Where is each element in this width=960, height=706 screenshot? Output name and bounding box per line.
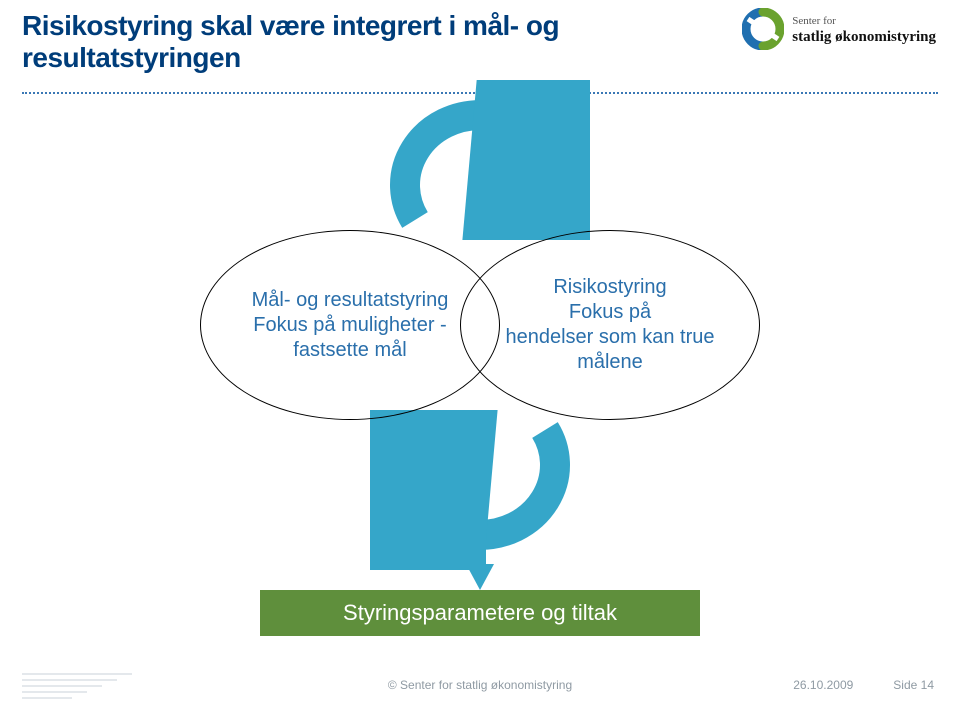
org-logo: Senter for statlig økonomistyring [742, 8, 936, 50]
ellipse-left-text: Mål- og resultatstyring Fokus på mulighe… [252, 288, 449, 363]
cycle-arrow-top-icon [370, 80, 590, 240]
footer-right: 26.10.2009 Side 14 [793, 678, 934, 692]
ellipse-left-line1: Mål- og resultatstyring [252, 288, 449, 313]
slide: Risikostyring skal være integrert i mål-… [0, 0, 960, 706]
result-box: Styringsparametere og tiltak [260, 590, 700, 636]
ellipse-risiko: Risikostyring Fokus på hendelser som kan… [460, 230, 760, 420]
ellipse-right-line1: Risikostyring [481, 275, 739, 300]
logo-text: Senter for statlig økonomistyring [792, 12, 936, 46]
logo-line1: Senter for [792, 15, 836, 27]
ellipse-right-text: Risikostyring Fokus på hendelser som kan… [481, 275, 739, 375]
down-arrow-icon [466, 518, 494, 590]
ellipse-left-line3: fastsette mål [252, 338, 449, 363]
ellipse-mal-resultat: Mål- og resultatstyring Fokus på mulighe… [200, 230, 500, 420]
footer-date: 26.10.2009 [793, 678, 853, 692]
ellipse-right-line2: Fokus på [481, 300, 739, 325]
diagram: Mål- og resultatstyring Fokus på mulighe… [0, 100, 960, 570]
ellipse-right-line3: hendelser som kan true målene [481, 325, 739, 375]
ellipse-left-line2: Fokus på muligheter - [252, 313, 449, 338]
result-box-label: Styringsparametere og tiltak [343, 600, 617, 626]
logo-mark-icon [742, 8, 784, 50]
page-title: Risikostyring skal være integrert i mål-… [22, 10, 642, 74]
footer-page: Side 14 [893, 678, 934, 692]
logo-line2: statlig økonomistyring [792, 29, 936, 45]
